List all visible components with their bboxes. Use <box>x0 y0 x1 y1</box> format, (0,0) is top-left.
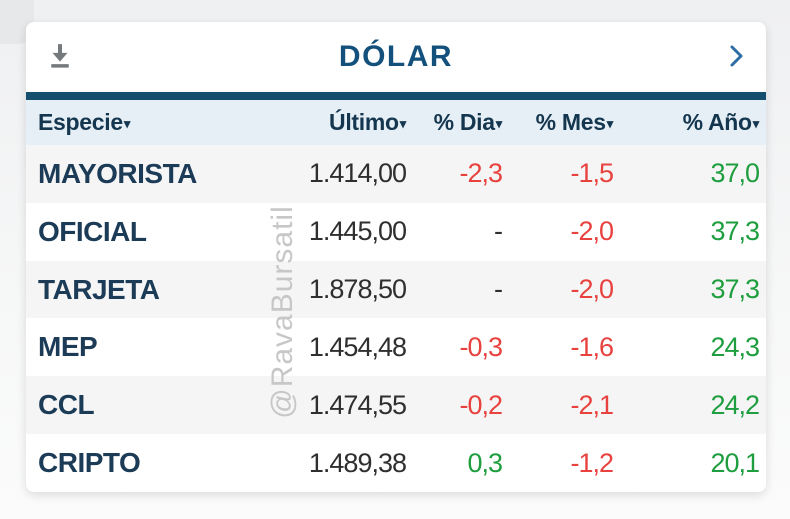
dollar-widget-card: DÓLAR Especie▾ Último▾ <box>26 22 766 492</box>
download-button[interactable] <box>44 41 76 74</box>
column-label: % Año <box>682 109 753 135</box>
sort-caret-icon: ▾ <box>495 116 503 131</box>
dia-cell: -2,3 <box>459 158 503 189</box>
table-row[interactable]: MAYORISTA 1.414,00 -2,3 -1,5 37,0 <box>26 145 766 203</box>
table-row[interactable]: TARJETA 1.878,50 - -2,0 37,3 <box>26 260 766 319</box>
sort-caret-icon: ▾ <box>123 116 131 131</box>
column-header-dia[interactable]: % Dia▾ <box>406 100 502 145</box>
especie-cell: TARJETA <box>38 273 160 305</box>
ano-cell: 24,3 <box>710 331 760 362</box>
dia-cell: - <box>494 274 503 305</box>
accent-divider-bar <box>26 92 766 100</box>
column-label: Especie <box>38 109 123 135</box>
table-row[interactable]: CCL 1.474,55 -0,2 -2,1 24,2 <box>26 376 766 435</box>
ano-cell: 24,2 <box>710 389 760 420</box>
ultimo-cell: 1.474,55 <box>308 389 407 420</box>
column-header-ultimo[interactable]: Último▾ <box>216 100 406 145</box>
mes-cell: -2,0 <box>570 274 614 305</box>
especie-cell: CCL <box>38 389 95 421</box>
chevron-right-icon <box>724 42 748 73</box>
table-body: MAYORISTA 1.414,00 -2,3 -1,5 37,0 OFICIAL 1.44… <box>26 145 766 492</box>
column-header-mes[interactable]: % Mes▾ <box>502 100 613 145</box>
mes-cell: -1,2 <box>570 447 614 478</box>
sort-caret-icon: ▾ <box>606 116 614 131</box>
dia-cell: 0,3 <box>467 447 503 478</box>
ultimo-cell: 1.489,38 <box>308 447 407 478</box>
column-label: % Mes <box>535 109 606 135</box>
ano-cell: 20,1 <box>710 447 760 478</box>
widget-titlebar: DÓLAR <box>26 22 766 92</box>
mes-cell: -2,0 <box>570 216 614 247</box>
quotes-table: Especie▾ Último▾ % Dia▾ % Mes▾ % Año▾ MA… <box>26 100 766 492</box>
download-icon <box>44 41 76 74</box>
widget-title: DÓLAR <box>338 40 454 73</box>
column-header-ano[interactable]: % Año▾ <box>613 100 766 145</box>
widget-link-button[interactable] <box>724 42 748 73</box>
ultimo-cell: 1.414,00 <box>308 158 407 189</box>
dia-cell: -0,2 <box>459 389 503 420</box>
ultimo-cell: 1.878,50 <box>308 274 407 305</box>
especie-cell: OFICIAL <box>38 215 147 247</box>
sort-caret-icon: ▾ <box>752 116 760 131</box>
dia-cell: - <box>494 216 503 247</box>
dia-cell: -0,3 <box>459 331 503 362</box>
mes-cell: -2,1 <box>570 389 614 420</box>
table-header-row: Especie▾ Último▾ % Dia▾ % Mes▾ % Año▾ <box>26 100 766 145</box>
table-row[interactable]: MEP 1.454,48 -0,3 -1,6 24,3 <box>26 318 766 377</box>
ano-cell: 37,3 <box>710 216 760 247</box>
table-row[interactable]: CRIPTO 1.489,38 0,3 -1,2 20,1 <box>26 434 766 492</box>
mes-cell: -1,5 <box>570 158 614 189</box>
mes-cell: -1,6 <box>570 331 614 362</box>
sort-caret-icon: ▾ <box>399 116 407 131</box>
ultimo-cell: 1.454,48 <box>308 331 407 362</box>
ano-cell: 37,0 <box>710 158 760 189</box>
especie-cell: MAYORISTA <box>38 157 197 189</box>
table-row[interactable]: OFICIAL 1.445,00 - -2,0 37,3 <box>26 202 766 261</box>
especie-cell: MEP <box>38 331 98 363</box>
ultimo-cell: 1.445,00 <box>308 216 407 247</box>
column-label: % Dia <box>433 109 495 135</box>
column-header-especie[interactable]: Especie▾ <box>26 100 216 145</box>
ano-cell: 37,3 <box>710 274 760 305</box>
column-label: Último <box>329 109 399 135</box>
especie-cell: CRIPTO <box>38 447 141 479</box>
